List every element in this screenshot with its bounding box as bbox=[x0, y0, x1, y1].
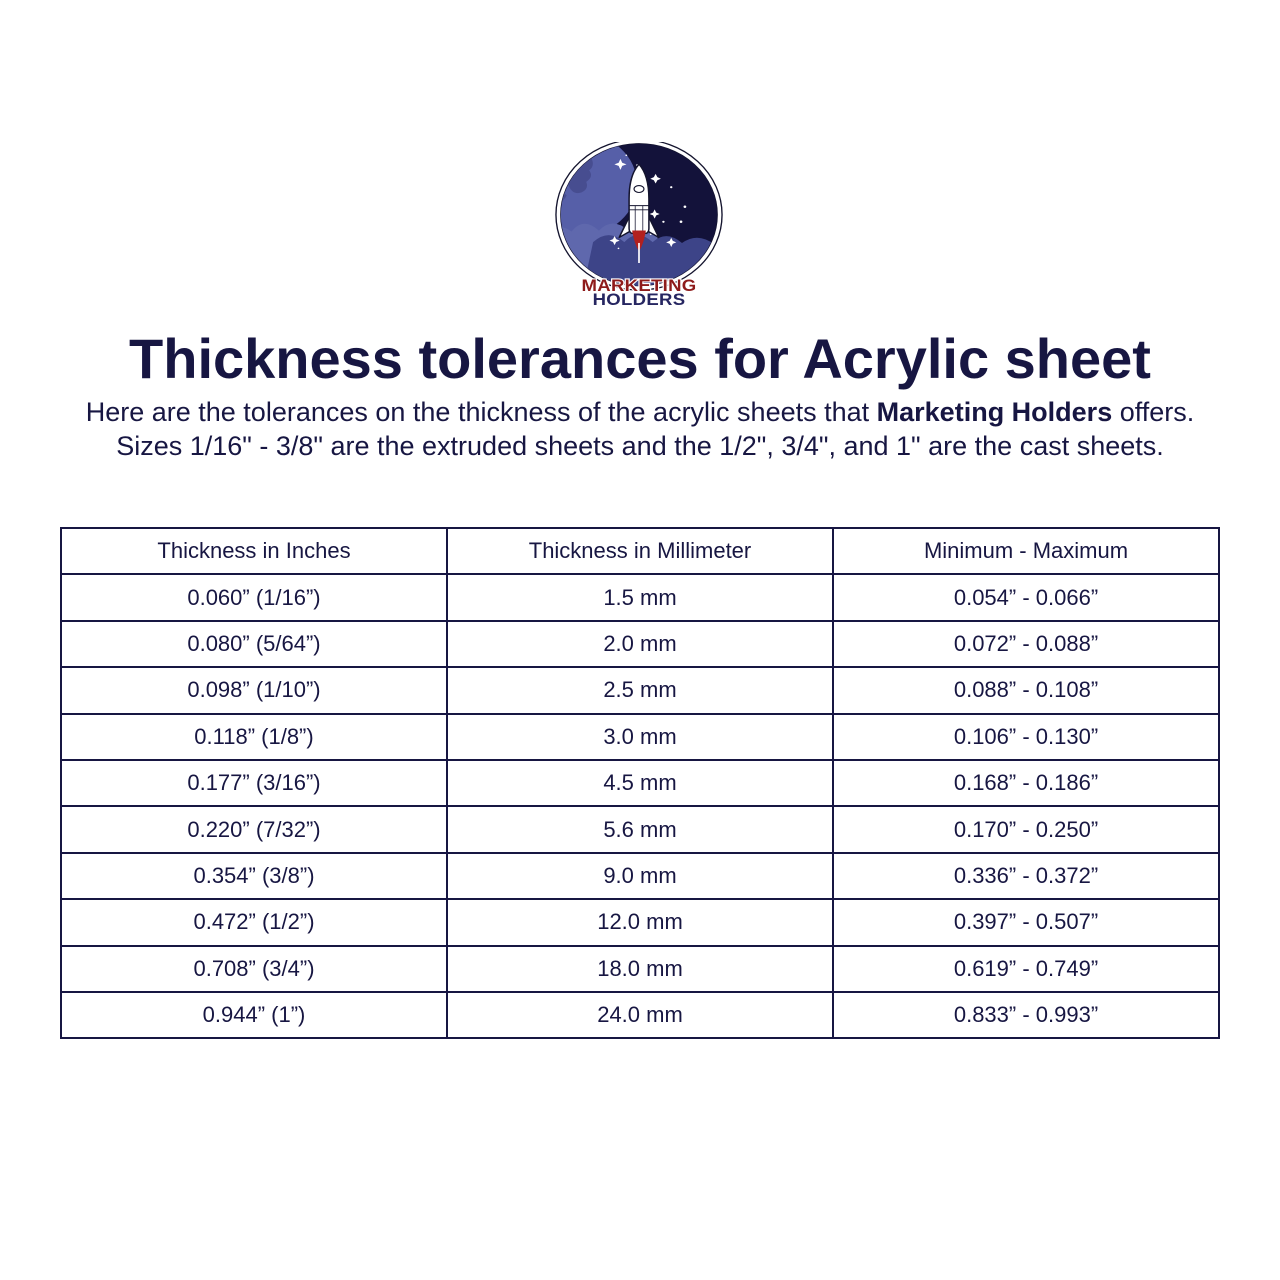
svg-text:HOLDERS: HOLDERS bbox=[593, 290, 686, 306]
